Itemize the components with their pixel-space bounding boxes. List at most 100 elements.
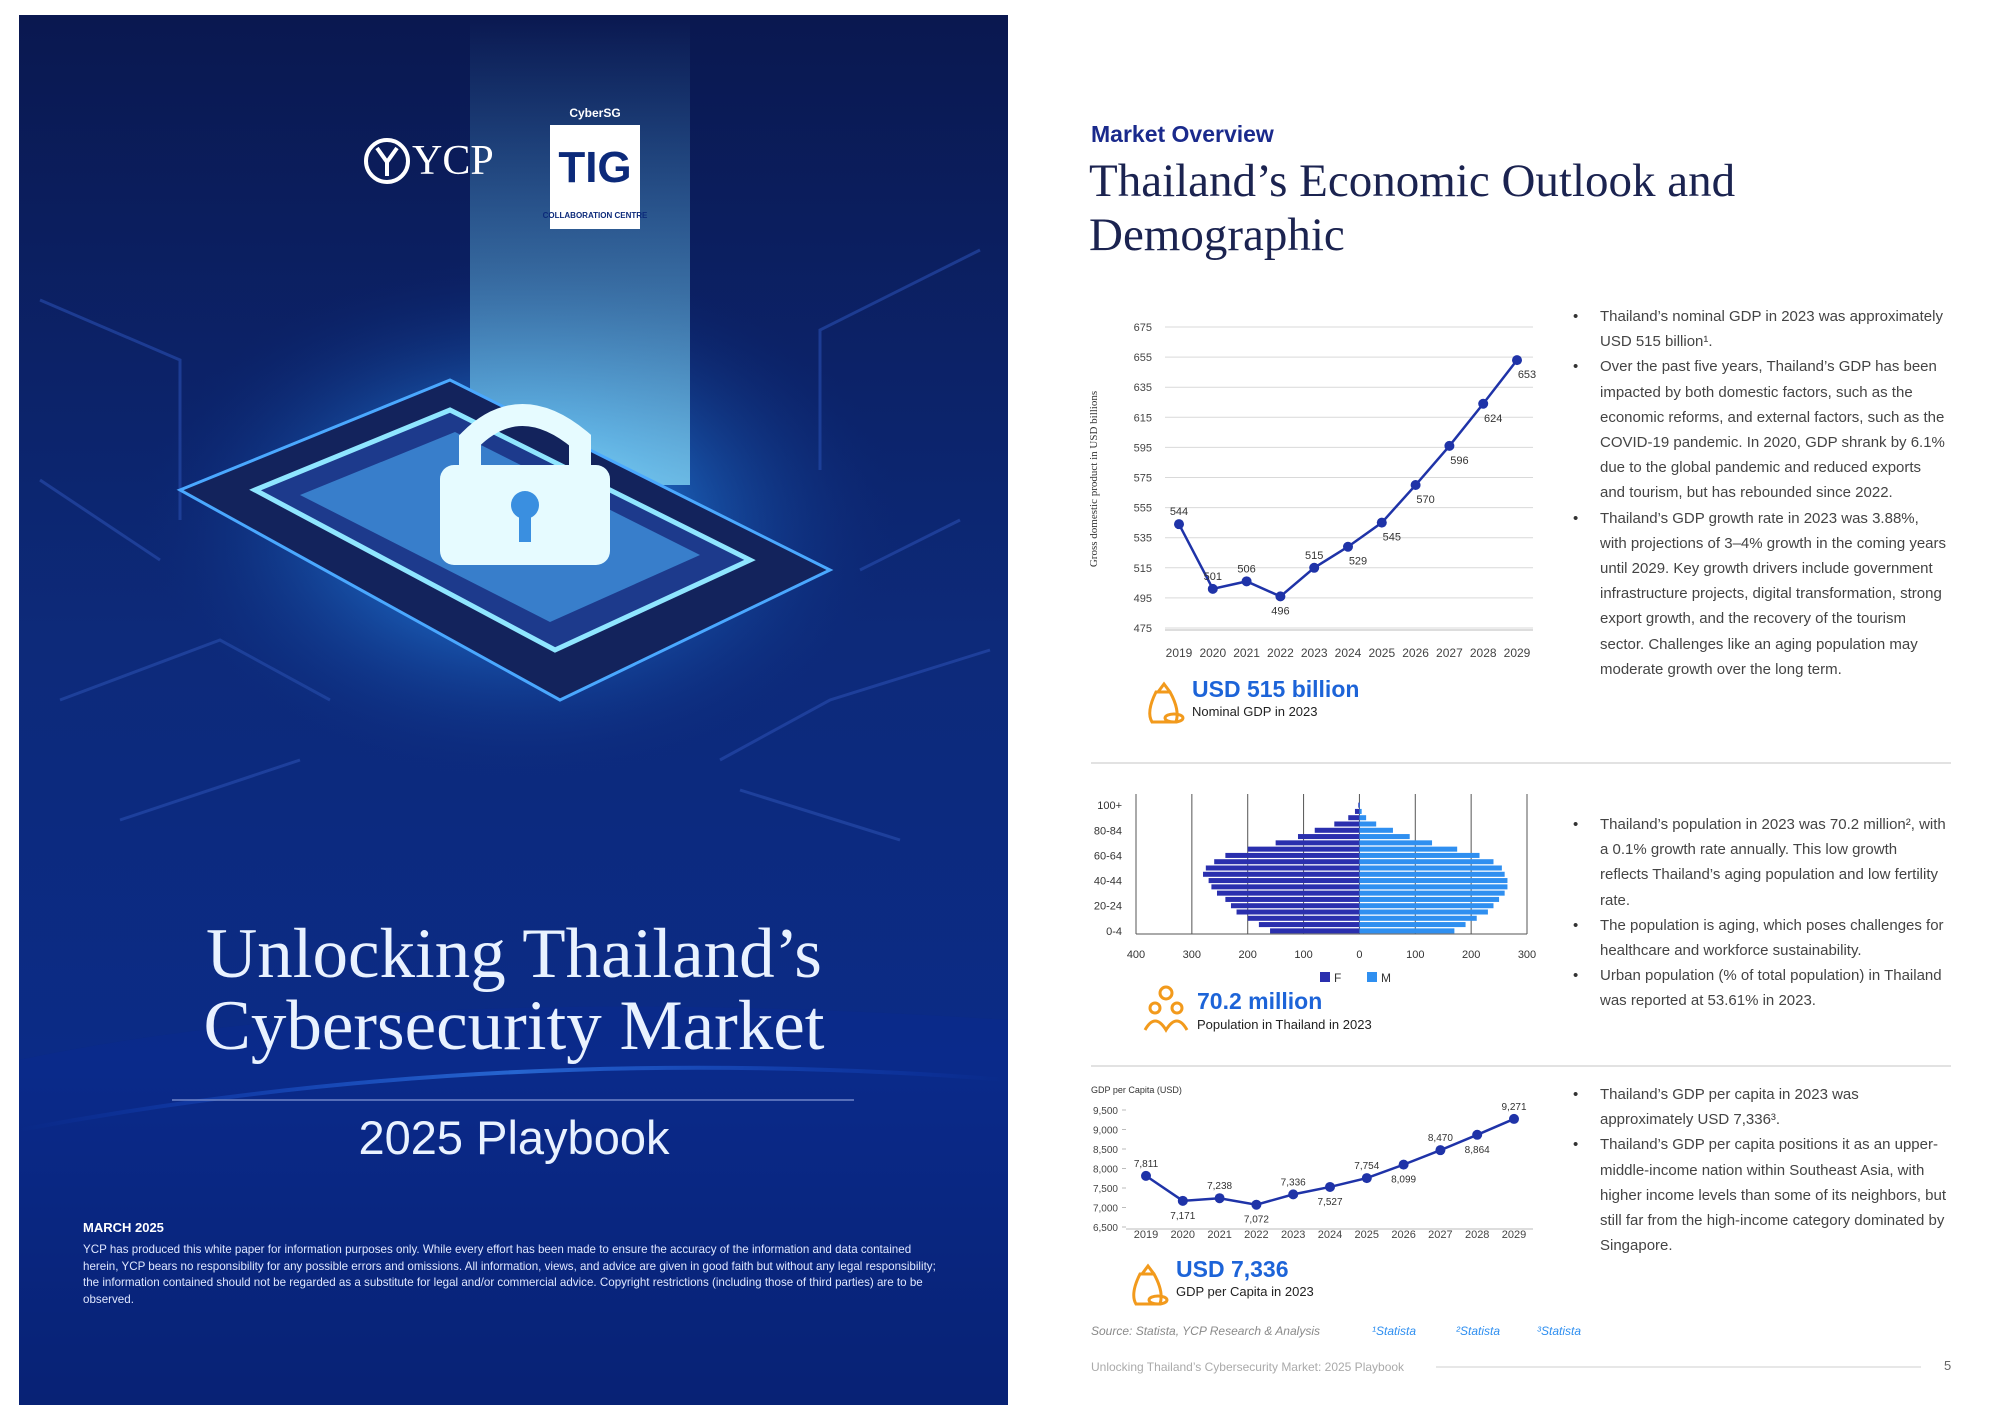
data-label: 506 — [1237, 563, 1255, 575]
cover-subtitle: 2025 Playbook — [358, 1111, 670, 1164]
bar — [1236, 909, 1360, 915]
data-label: 7,811 — [1134, 1159, 1159, 1170]
y-tick-label: 8,000 — [1093, 1165, 1118, 1176]
y-tick-label: 535 — [1134, 533, 1152, 545]
bar — [1314, 827, 1360, 833]
source-note: ¹Statista — [1372, 1324, 1417, 1338]
lock-keyhole — [519, 510, 531, 542]
x-tick-label: 100 — [1294, 949, 1312, 961]
data-point — [1174, 519, 1184, 530]
bar — [1203, 871, 1360, 877]
x-tick-label: 2022 — [1267, 646, 1294, 660]
bar — [1297, 834, 1360, 840]
stat-caption: Population in Thailand in 2023 — [1197, 1017, 1372, 1032]
bar — [1211, 884, 1360, 890]
data-point — [1509, 1113, 1519, 1124]
bullet-list: Thailand’s GDP per capita in 2023 was ap… — [1573, 1082, 1948, 1258]
x-tick-label: 2026 — [1391, 1229, 1415, 1241]
bullet: Thailand’s GDP per capita in 2023 was ap… — [1573, 1082, 1948, 1132]
x-tick-label: 2023 — [1281, 1229, 1305, 1241]
y-tick-label: 100+ — [1097, 800, 1122, 812]
bullet: Thailand’s GDP growth rate in 2023 was 3… — [1573, 506, 1948, 682]
data-point — [1241, 576, 1252, 587]
source-note: ³Statista — [1537, 1324, 1582, 1338]
y-tick-label: 60-64 — [1094, 850, 1122, 862]
x-tick-label: 2025 — [1368, 646, 1395, 660]
y-tick-label: 8,500 — [1093, 1145, 1118, 1156]
bar — [1359, 852, 1480, 858]
y-tick-label: 495 — [1134, 593, 1152, 605]
y-tick-label: 80-84 — [1094, 825, 1122, 837]
y-tick-label: 0-4 — [1106, 926, 1122, 938]
y-tick-label: 515 — [1134, 563, 1152, 575]
bar — [1359, 890, 1505, 896]
x-tick-label: 2025 — [1355, 1229, 1379, 1241]
bar — [1359, 903, 1494, 909]
page-title: Thailand’s Economic Outlook and Demograp… — [1089, 155, 1736, 261]
data-point — [1435, 1145, 1446, 1156]
bar — [1359, 840, 1433, 846]
data-label: 624 — [1484, 413, 1502, 425]
pyramid-chart: 400 300 200 100 0 100 200 300 0-4 20-24 40-44 60-64… — [1094, 794, 1536, 985]
bar — [1359, 928, 1455, 934]
data-point — [1361, 1173, 1372, 1184]
bullet-list: Thailand’s population in 2023 was 70.2 m… — [1573, 812, 1948, 1014]
x-tick-label: 2027 — [1436, 646, 1463, 660]
bar — [1359, 802, 1360, 808]
bullet: Over the past five years, Thailand’s GDP… — [1573, 354, 1948, 505]
tig-logo: TIG — [558, 143, 631, 192]
bar — [1359, 878, 1508, 884]
y-tick-label: 9,500 — [1093, 1106, 1118, 1117]
y-tick-label: 575 — [1134, 473, 1152, 485]
bar — [1359, 896, 1500, 902]
data-label: 7,072 — [1244, 1215, 1269, 1226]
data-point — [1214, 1193, 1225, 1204]
stat-value: USD 7,336 — [1176, 1256, 1289, 1282]
x-tick-label: 2028 — [1470, 646, 1497, 660]
y-tick-label: 40-44 — [1094, 876, 1122, 888]
bar — [1359, 834, 1410, 840]
bullet: Thailand’s population in 2023 was 70.2 m… — [1573, 812, 1948, 913]
x-tick-label: 2021 — [1207, 1229, 1231, 1241]
x-tick-label: 200 — [1239, 949, 1257, 961]
data-point — [1472, 1129, 1483, 1140]
y-tick-label: 555 — [1134, 503, 1152, 515]
bar — [1216, 890, 1360, 896]
data-point — [1275, 591, 1286, 602]
page-number: 5 — [1944, 1358, 1952, 1373]
y-tick-label: 615 — [1134, 412, 1152, 424]
data-label: 570 — [1416, 494, 1434, 506]
bar — [1359, 909, 1488, 915]
x-tick-label: 2024 — [1318, 1229, 1342, 1241]
bar — [1258, 922, 1360, 928]
bar — [1247, 846, 1360, 852]
bar — [1359, 808, 1362, 814]
bar — [1214, 859, 1360, 865]
data-label: 8,864 — [1465, 1145, 1490, 1156]
data-label: 653 — [1518, 369, 1536, 381]
people-icon — [1143, 985, 1189, 1033]
x-tick-label: 2020 — [1199, 646, 1226, 660]
data-label: 7,527 — [1317, 1197, 1342, 1208]
x-tick-label: 300 — [1183, 949, 1201, 961]
data-point — [1343, 541, 1353, 552]
x-tick-label: 100 — [1406, 949, 1424, 961]
money-bag-icon — [1148, 681, 1185, 724]
bullet: The population is aging, which poses cha… — [1573, 913, 1948, 963]
cybersg-logo: CyberSG — [569, 106, 620, 120]
data-label: 7,754 — [1354, 1161, 1379, 1172]
legend-label: F — [1334, 971, 1341, 985]
x-tick-label: 2022 — [1244, 1229, 1268, 1241]
x-tick-label: 2023 — [1301, 646, 1328, 660]
stat-caption: Nominal GDP in 2023 — [1192, 704, 1318, 719]
line-chart: 475 495 515 535 555 575 595 615 635 655 675 Gross d… — [1088, 322, 1536, 660]
wave-line — [18, 1065, 1009, 1132]
y-tick-label: 675 — [1134, 322, 1152, 334]
bar — [1358, 802, 1360, 808]
bar — [1247, 915, 1360, 921]
y-tick-label: 475 — [1134, 623, 1152, 635]
data-point — [1398, 1159, 1409, 1170]
y-tick-label: 595 — [1134, 442, 1152, 454]
lock-shackle — [459, 404, 591, 470]
